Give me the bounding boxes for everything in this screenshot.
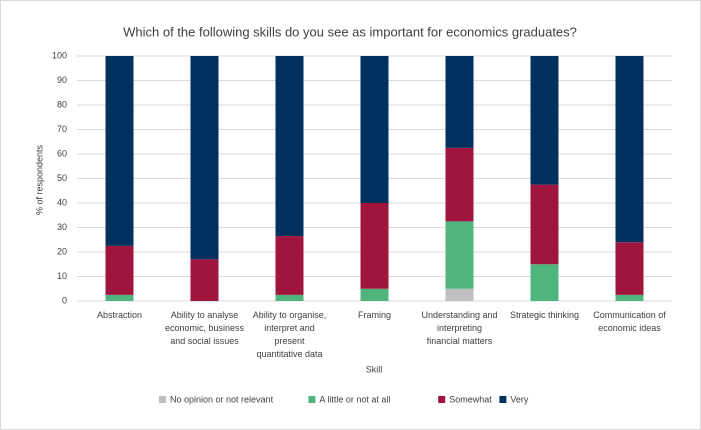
x-tick-label-line: present	[274, 336, 305, 346]
x-tick-label-line: Ability to analyse	[171, 310, 239, 320]
bar-segment	[615, 56, 644, 243]
bar-segment	[105, 245, 134, 295]
bar-segment	[615, 294, 644, 301]
legend-swatch	[438, 396, 446, 403]
bar-segment	[275, 294, 304, 301]
x-tick-label: Framing	[358, 310, 391, 320]
y-tick-label: 0	[62, 295, 67, 305]
bar-segment	[360, 288, 389, 301]
legend-swatch	[308, 396, 316, 403]
bar-segment	[190, 56, 219, 260]
legend-label: Somewhat	[449, 394, 492, 404]
bar-segment	[445, 56, 474, 148]
x-tick-label-line: financial matters	[427, 336, 493, 346]
x-tick-label-line: economic ideas	[598, 323, 661, 333]
y-tick-label: 20	[57, 246, 67, 256]
x-tick-label: Abstraction	[97, 310, 142, 320]
x-tick-label-line: Framing	[358, 310, 391, 320]
bar-segment	[105, 56, 134, 246]
x-tick-label-line: quantitative data	[256, 349, 322, 359]
x-tick-label: Strategic thinking	[510, 310, 579, 320]
bar-segment	[275, 56, 304, 237]
y-axis-title: % of respondents	[34, 144, 44, 215]
bar-segment	[615, 242, 644, 295]
bar-segment	[530, 56, 559, 185]
x-tick-label-line: Abstraction	[97, 310, 142, 320]
x-tick-label-line: economic, business	[165, 323, 245, 333]
legend-swatch	[159, 396, 166, 403]
bar-segment	[530, 264, 559, 301]
legend-label: A little or not at all	[319, 394, 390, 404]
y-tick-label: 50	[57, 173, 67, 183]
y-tick-label: 30	[57, 222, 67, 232]
y-tick-label: 80	[57, 99, 67, 109]
bar-segment	[530, 184, 559, 265]
bar-segment	[445, 288, 474, 301]
x-tick-label-line: interpret and	[264, 323, 315, 333]
legend-label: No opinion or not relevant	[170, 394, 274, 404]
x-tick-label: Understanding and interpreting financial m…	[421, 310, 497, 346]
y-tick-label: 10	[57, 271, 67, 281]
x-tick-label: Ability to analyse economic, business and …	[165, 310, 245, 346]
bar-segment	[105, 294, 134, 301]
bar-segment	[360, 56, 389, 203]
legend-label: Very	[510, 394, 529, 404]
y-tick-label: 60	[57, 148, 67, 158]
y-tick-label: 90	[57, 75, 67, 85]
y-tick-label: 70	[57, 124, 67, 134]
x-tick-label-line: Strategic thinking	[510, 310, 579, 320]
bar-segment	[275, 236, 304, 295]
x-tick-label-line: Ability to organise,	[253, 310, 327, 320]
y-tick-label: 40	[57, 197, 67, 207]
chart-title: Which of the following skills do you see…	[123, 24, 577, 39]
x-tick-label-line: and social issues	[170, 336, 239, 346]
bar-segment	[445, 147, 474, 222]
legend-swatch	[499, 396, 507, 403]
x-tick-label: Communication of economic ideas	[593, 310, 666, 333]
x-axis-title: Skill	[366, 364, 383, 374]
x-tick-label-line: interpreting	[437, 323, 482, 333]
x-tick-label: Ability to organise, interpret and present…	[253, 310, 327, 359]
bar-segment	[360, 203, 389, 289]
y-tick-label: 100	[52, 50, 67, 60]
bar-segment	[190, 259, 219, 301]
bar-segment	[445, 221, 474, 289]
x-tick-label-line: Communication of	[593, 310, 666, 320]
x-tick-label-line: Understanding and	[421, 310, 497, 320]
